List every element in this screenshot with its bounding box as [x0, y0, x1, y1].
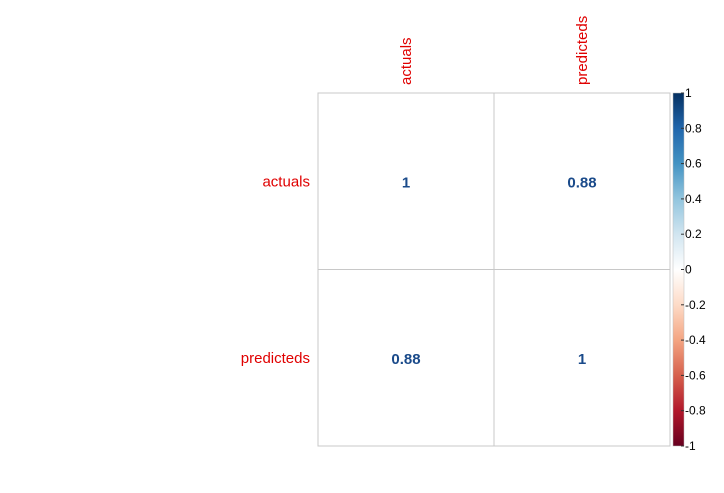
- cell-value: 1: [578, 351, 586, 368]
- cell-values: 1 0.88 0.88 1: [391, 174, 596, 368]
- colorbar-tick-label: 0.4: [685, 192, 702, 206]
- colorbar-tick-label: -0.2: [685, 298, 706, 312]
- heatmap-cell: [493, 92, 671, 270]
- colorbar-tick-label: 0.8: [685, 121, 702, 135]
- heatmap-cell: [493, 269, 671, 447]
- column-label: predicteds: [574, 16, 591, 85]
- colorbar-tick-label: 1: [685, 86, 692, 100]
- colorbar-tick-label: -0.4: [685, 333, 706, 347]
- colorbar-tick-label: -0.8: [685, 404, 706, 418]
- colorbar-tick-label: -1: [685, 439, 696, 453]
- colorbar-tick-label: -0.6: [685, 368, 706, 382]
- correlation-grid: [317, 92, 671, 447]
- heatmap-cell: [317, 92, 495, 270]
- heatmap-cell: [317, 269, 495, 447]
- column-labels: actuals predicteds: [398, 16, 591, 85]
- row-label: actuals: [262, 173, 310, 190]
- row-label: predicteds: [241, 350, 310, 367]
- colorbar-tick-label: 0.6: [685, 157, 702, 171]
- colorbar-tick-label: 0: [685, 263, 692, 277]
- colorbar-tick-label: 0.2: [685, 227, 702, 241]
- row-labels: actuals predicteds: [241, 173, 310, 367]
- colorbar: 1 0.8 0.6 0.4 0.2 0 -0.2 -0.4 -0.6 -0.8 -1: [672, 86, 706, 453]
- cell-value: 0.88: [391, 351, 420, 368]
- cell-value: 1: [402, 174, 410, 191]
- column-label: actuals: [398, 37, 415, 85]
- cell-value: 0.88: [567, 174, 596, 191]
